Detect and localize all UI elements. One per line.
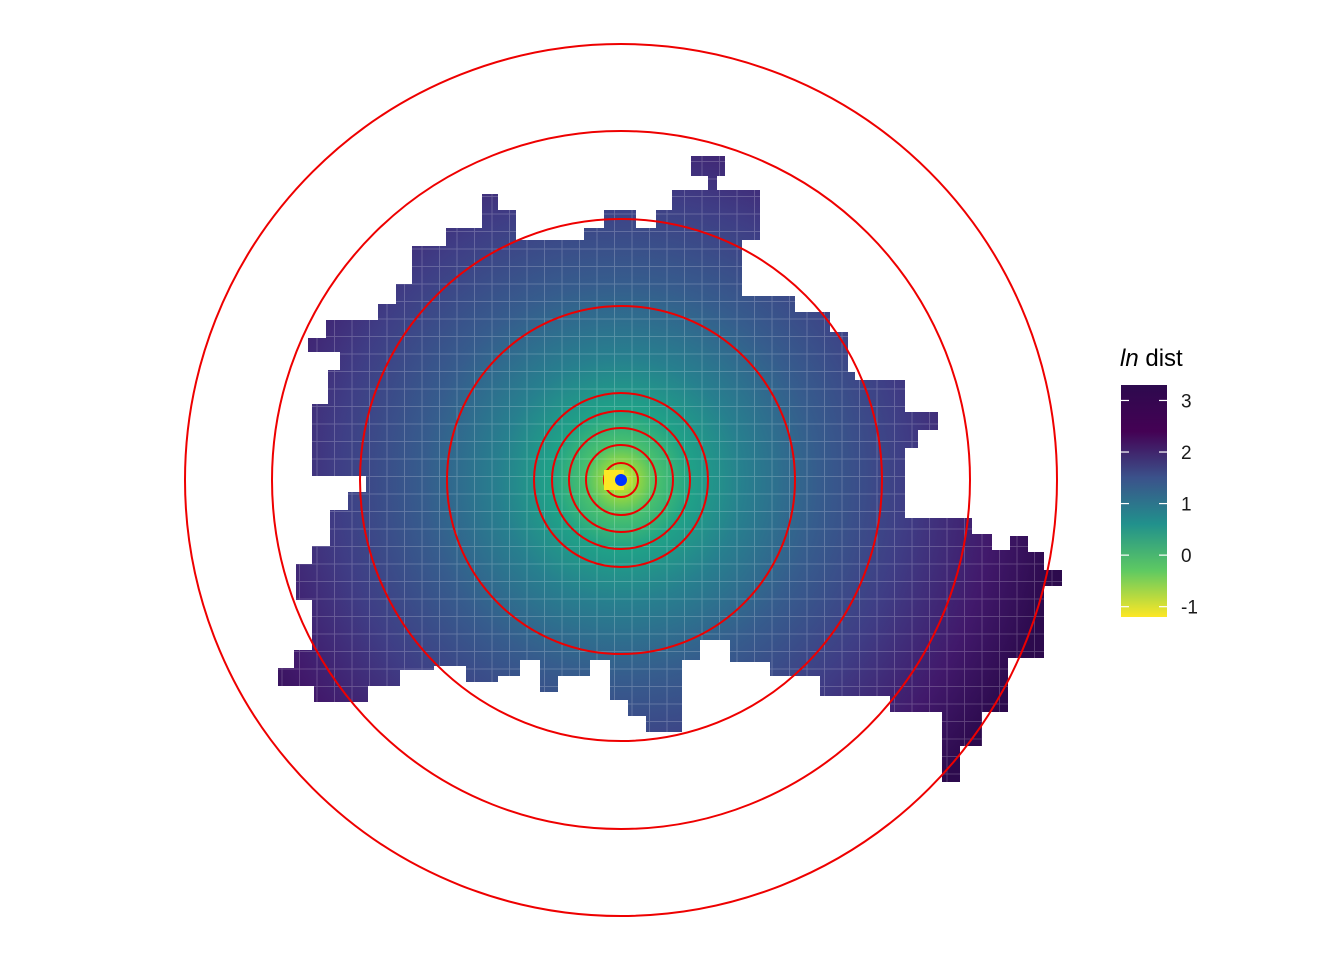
grid-cells — [278, 156, 1062, 782]
legend-tick-label: -1 — [1181, 598, 1198, 619]
legend-tick-label: 3 — [1181, 391, 1192, 412]
distance-ring — [585, 444, 657, 516]
distance-rings — [184, 43, 1058, 917]
legend: ln dist 3 2 1 0 -1 — [1120, 345, 1198, 619]
distance-ring — [184, 43, 1058, 917]
legend-tick-label: 0 — [1181, 546, 1192, 567]
legend-ticks: 3 2 1 0 -1 — [1121, 391, 1198, 619]
legend-title: ln dist — [1120, 345, 1183, 372]
legend-tick-label: 1 — [1181, 495, 1192, 516]
distance-ring — [446, 305, 796, 655]
cell-gridlines — [278, 156, 1062, 782]
legend-title-rest: dist — [1139, 345, 1183, 372]
distance-ring — [533, 392, 709, 568]
distance-ring — [359, 218, 883, 742]
distance-ring — [551, 410, 691, 550]
legend-colorbar — [1121, 385, 1167, 617]
center-point — [615, 474, 627, 486]
legend-tick-label: 2 — [1181, 443, 1192, 464]
distance-ring — [271, 130, 971, 830]
legend-title-italic: ln — [1120, 345, 1139, 372]
distance-ring — [568, 427, 674, 533]
